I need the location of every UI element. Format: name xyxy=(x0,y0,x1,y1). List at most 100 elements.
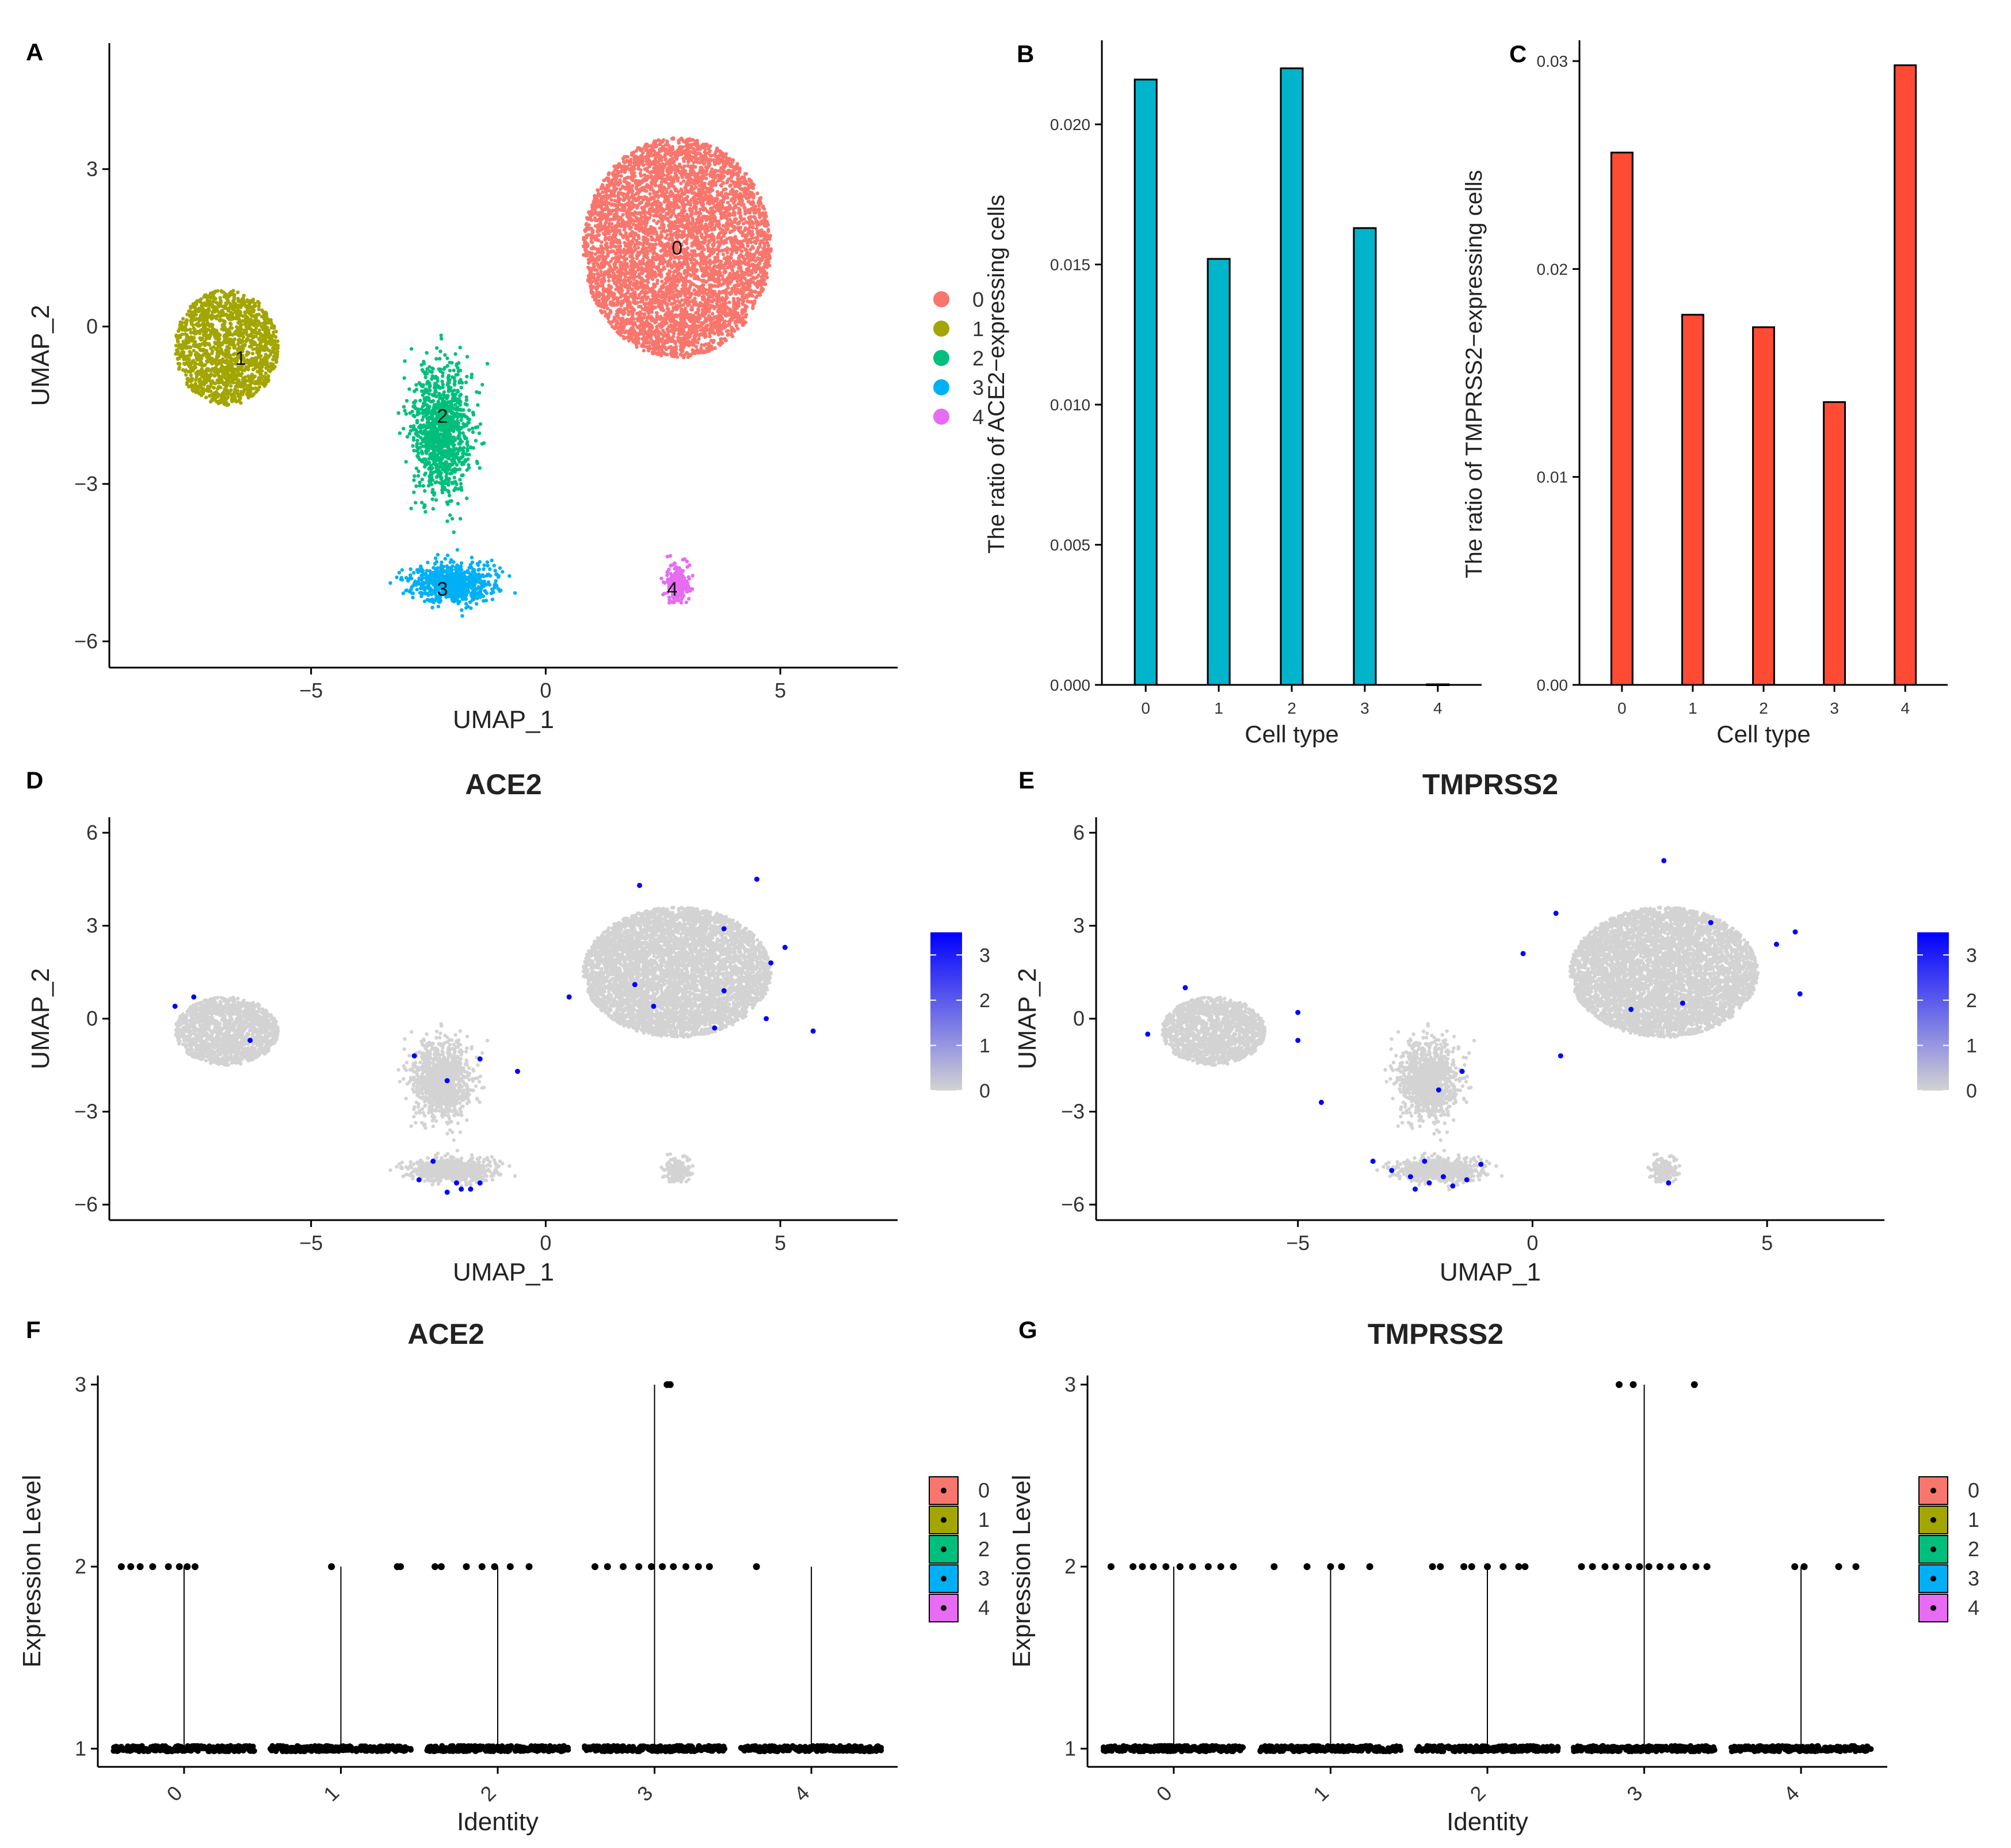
cell-point xyxy=(748,222,751,226)
cell-point xyxy=(744,288,747,291)
cell-point xyxy=(726,201,730,204)
cell-point xyxy=(640,289,644,293)
cell-point xyxy=(655,222,658,225)
cell-point xyxy=(585,249,588,253)
cell-point xyxy=(716,190,719,193)
cell-point xyxy=(638,241,642,245)
cell-point xyxy=(755,231,759,235)
cell-point xyxy=(616,174,620,177)
cell-point xyxy=(693,249,696,253)
cell-point xyxy=(630,288,634,291)
cell-point xyxy=(661,140,664,143)
cell-point xyxy=(599,270,602,273)
cell-point xyxy=(698,184,701,187)
cell-point xyxy=(693,236,697,239)
cell-point xyxy=(745,172,748,176)
cell-point xyxy=(623,196,626,200)
cell-point xyxy=(609,236,612,239)
cell-point xyxy=(702,295,705,299)
cell-point xyxy=(704,342,708,346)
cell-point xyxy=(655,335,659,338)
cell-point xyxy=(660,280,663,283)
cell-point xyxy=(724,280,727,284)
cell-point xyxy=(607,279,610,283)
cell-point xyxy=(708,194,712,197)
cell-point xyxy=(645,261,648,265)
cell-point xyxy=(598,192,601,196)
cell-point xyxy=(693,276,696,280)
cell-point xyxy=(733,220,737,224)
cell-point xyxy=(734,272,738,276)
cell-point xyxy=(710,180,713,183)
cell-point xyxy=(640,297,644,300)
cell-point xyxy=(591,228,594,232)
cell-point xyxy=(651,341,655,345)
cell-point xyxy=(655,342,658,346)
cell-point xyxy=(585,222,588,226)
cell-point xyxy=(763,265,766,268)
cell-point xyxy=(638,276,641,279)
cell-point xyxy=(655,281,659,285)
cell-point xyxy=(709,339,713,342)
cell-point xyxy=(613,169,617,172)
cell-point xyxy=(713,170,717,174)
cell-point xyxy=(600,311,604,314)
cell-point xyxy=(697,308,700,312)
cell-point xyxy=(724,309,727,313)
cell-point xyxy=(704,177,708,180)
cell-point xyxy=(586,243,589,247)
cell-point xyxy=(665,174,669,177)
cell-point xyxy=(688,207,692,211)
cell-point xyxy=(690,348,694,352)
cell-point xyxy=(711,247,715,250)
cell-point xyxy=(640,216,643,219)
cell-point xyxy=(633,197,636,200)
cell-point xyxy=(650,247,653,250)
cell-point xyxy=(613,316,616,319)
cell-point xyxy=(636,287,639,291)
cell-point xyxy=(705,173,708,176)
cell-point xyxy=(632,301,635,304)
cell-point xyxy=(626,291,629,294)
cell-point xyxy=(677,139,680,143)
cell-point xyxy=(673,187,677,190)
cell-point xyxy=(678,333,681,336)
cell-point xyxy=(710,167,713,171)
cell-point xyxy=(700,343,703,346)
cell-point xyxy=(709,207,712,210)
cell-point xyxy=(734,184,738,187)
cell-point xyxy=(670,288,674,291)
cell-point xyxy=(711,329,715,332)
cell-point xyxy=(660,180,663,184)
cell-point xyxy=(712,238,715,242)
cell-point xyxy=(735,276,739,279)
cell-point xyxy=(673,260,676,264)
cell-point xyxy=(688,300,691,303)
cell-point xyxy=(709,154,713,157)
cell-point xyxy=(728,218,731,222)
cell-point xyxy=(593,298,597,302)
cell-point xyxy=(593,210,597,214)
cell-point xyxy=(612,292,616,295)
cell-point xyxy=(666,233,669,237)
cell-point xyxy=(735,324,738,327)
cell-point xyxy=(690,261,693,264)
cell-point xyxy=(705,157,709,161)
cell-point xyxy=(672,270,676,274)
cell-point xyxy=(730,199,733,202)
cell-point xyxy=(726,196,729,199)
cell-point xyxy=(735,250,738,254)
cell-point xyxy=(592,285,596,289)
cell-point xyxy=(636,234,640,237)
cell-point xyxy=(651,230,655,234)
cell-point xyxy=(719,158,722,162)
cell-point xyxy=(728,272,732,275)
cell-point xyxy=(706,243,709,247)
cell-point xyxy=(627,310,630,313)
cell-point xyxy=(676,169,679,172)
cell-point xyxy=(644,210,647,214)
cell-point xyxy=(686,164,689,167)
cell-point xyxy=(648,192,652,196)
cell-point xyxy=(672,212,676,215)
cell-point xyxy=(676,315,679,318)
